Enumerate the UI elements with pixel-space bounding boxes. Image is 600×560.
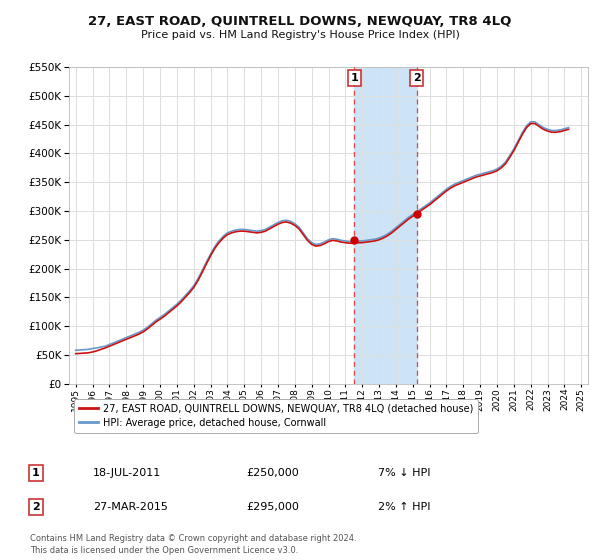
Text: 7% ↓ HPI: 7% ↓ HPI (378, 468, 431, 478)
Text: 1: 1 (350, 73, 358, 83)
Text: 2: 2 (413, 73, 421, 83)
Legend: 27, EAST ROAD, QUINTRELL DOWNS, NEWQUAY, TR8 4LQ (detached house), HPI: Average : 27, EAST ROAD, QUINTRELL DOWNS, NEWQUAY,… (74, 399, 478, 433)
Text: 1: 1 (32, 468, 40, 478)
Text: 18-JUL-2011: 18-JUL-2011 (93, 468, 161, 478)
Bar (355, 67, 417, 384)
Text: 27, EAST ROAD, QUINTRELL DOWNS, NEWQUAY, TR8 4LQ: 27, EAST ROAD, QUINTRELL DOWNS, NEWQUAY,… (88, 15, 512, 28)
Text: Contains HM Land Registry data © Crown copyright and database right 2024.
This d: Contains HM Land Registry data © Crown c… (30, 534, 356, 555)
Text: 2% ↑ HPI: 2% ↑ HPI (378, 502, 431, 512)
Text: 2: 2 (32, 502, 40, 512)
Text: 27-MAR-2015: 27-MAR-2015 (93, 502, 168, 512)
Text: £250,000: £250,000 (246, 468, 299, 478)
Text: £295,000: £295,000 (246, 502, 299, 512)
Text: Price paid vs. HM Land Registry's House Price Index (HPI): Price paid vs. HM Land Registry's House … (140, 30, 460, 40)
